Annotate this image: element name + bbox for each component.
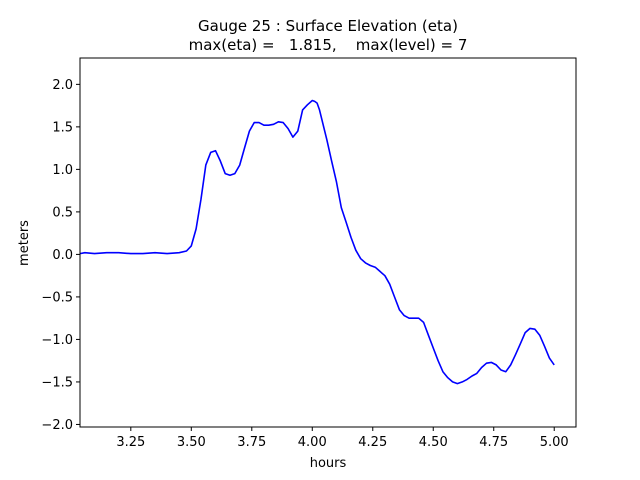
y-tick-label: −2.0 — [41, 418, 73, 433]
x-tick-label: 3.25 — [116, 435, 145, 450]
y-tick-label: 1.5 — [52, 120, 73, 135]
plot-frame — [79, 57, 577, 428]
x-tick-label: 3.50 — [177, 435, 206, 450]
x-tick-label: 4.50 — [419, 435, 448, 450]
y-axis-ticks: −2.0 −1.5 −1.0 −0.5 0.0 0.5 1.0 1.5 2.0 — [41, 78, 80, 433]
x-axis-ticks: 3.25 3.50 3.75 4.00 4.25 4.50 4.75 5.00 — [116, 427, 569, 450]
y-tick-label: 0.5 — [52, 205, 73, 220]
y-tick-label: 1.0 — [52, 163, 73, 178]
chart-title-line2: max(eta) = 1.815, max(level) = 7 — [189, 36, 468, 54]
x-tick-label: 4.00 — [298, 435, 327, 450]
y-tick-label: 0.0 — [52, 248, 73, 263]
series-line-eta — [79, 99, 555, 385]
y-tick-label: 2.0 — [52, 78, 73, 93]
x-tick-label: 5.00 — [540, 435, 569, 450]
y-tick-label: −1.5 — [41, 375, 73, 390]
y-tick-label: −0.5 — [41, 290, 73, 305]
y-axis-label: meters — [17, 220, 32, 266]
x-tick-label: 4.75 — [479, 435, 508, 450]
x-tick-label: 4.25 — [358, 435, 387, 450]
x-axis-label: hours — [310, 456, 347, 471]
y-tick-label: −1.0 — [41, 333, 73, 348]
x-tick-label: 3.75 — [237, 435, 266, 450]
chart-title-line1: Gauge 25 : Surface Elevation (eta) — [198, 17, 458, 35]
